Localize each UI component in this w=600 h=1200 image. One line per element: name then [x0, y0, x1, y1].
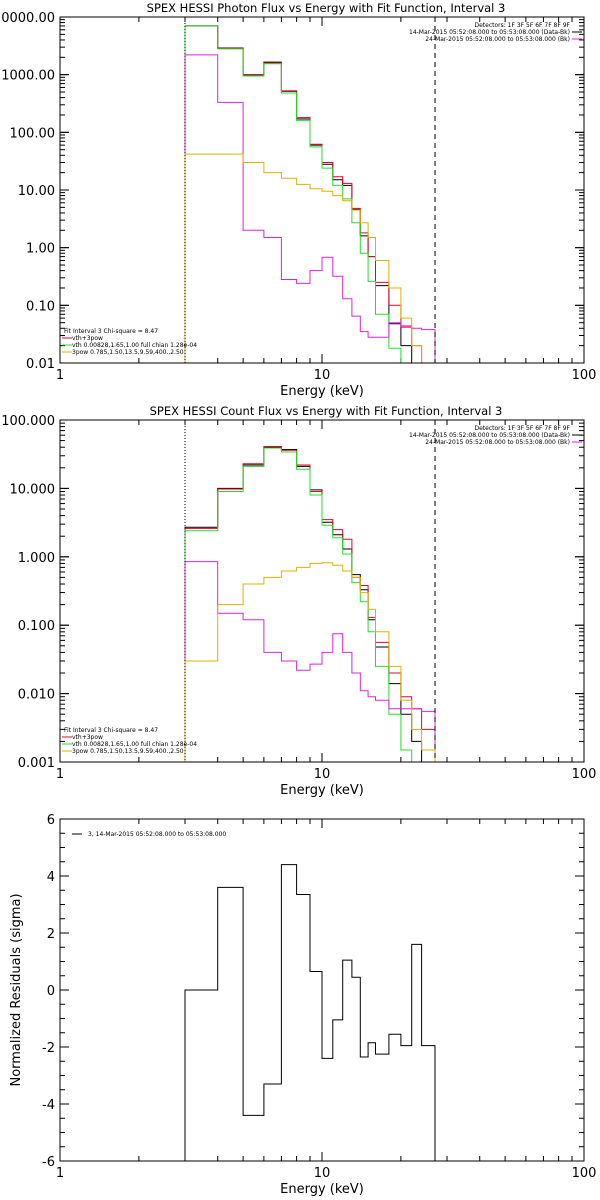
- x-tick-label: 1: [56, 368, 64, 383]
- residuals-panel: 1 10 100 Energy (keV) -6 -4 -2 0 2 4 6 Normalized R…: [9, 813, 596, 1197]
- series-green-line: [184, 447, 435, 763]
- y-tick-label: -2: [42, 1041, 55, 1056]
- y-tick-label: 0: [47, 984, 55, 999]
- legend-right-text: 14-Mar-2015 05:52:08.000 to 05:53:08.000…: [409, 432, 570, 439]
- y-tick-label: 1.000: [18, 551, 55, 566]
- x-tick-label: 10: [314, 368, 331, 383]
- series-yellow-line: [184, 153, 435, 364]
- x-tick-label: 1: [56, 1166, 64, 1181]
- x-tick-label: 10: [314, 767, 331, 782]
- series-magenta-line: [184, 561, 436, 762]
- y-tick-label: -4: [42, 1098, 55, 1113]
- x-tick-label: 100: [572, 368, 597, 383]
- x-axis-label: Energy (keV): [280, 783, 364, 798]
- photon-flux-panel: SPEX HESSI Photon Flux vs Energy with Fi…: [1, 1, 596, 399]
- y-tick-label: 10.000: [10, 482, 56, 497]
- legend-right-text: 24-Mar-2015 05:52:08.000 to 05:53:08.000…: [425, 36, 570, 43]
- legend-left-text: vth+3pow: [72, 335, 103, 342]
- x-tick-label: 10: [314, 1166, 331, 1181]
- y-tick-label: 0.100: [18, 619, 55, 634]
- plot-frame: [59, 419, 585, 763]
- y-tick-label: 2: [47, 927, 55, 942]
- series-yellow-line: [184, 562, 436, 762]
- legend-left-text: Fit Interval 3 Chi-square = 8.47: [64, 328, 158, 335]
- x-tick-label: 100: [572, 767, 597, 782]
- legend-left-text: 3, 14-Mar-2015 05:52:08.000 to 05:53:08.…: [88, 831, 226, 838]
- y-tick-label: 0.10: [26, 299, 55, 314]
- plot-frame: [59, 16, 585, 364]
- series-black-line: [184, 25, 435, 364]
- chart-title: SPEX HESSI Count Flux vs Energy with Fit…: [150, 404, 503, 418]
- x-tick-label: 1: [56, 767, 64, 782]
- y-axis-label: Normalized Residuals (sigma): [9, 893, 24, 1086]
- y-tick-label: 4: [47, 870, 55, 885]
- x-axis-label: Energy (keV): [280, 384, 364, 399]
- y-tick-label: 0.010: [18, 688, 55, 703]
- y-tick-label: 1.00: [26, 242, 55, 257]
- y-tick-label: 100.000: [1, 414, 55, 429]
- y-tick-label: 0000.00: [1, 11, 55, 26]
- legend-right-text: Detectors: 1F 3F 5F 6F 7F 8F 9F: [474, 22, 570, 29]
- x-axis-label: Energy (keV): [280, 1182, 364, 1197]
- y-tick-label: 6: [47, 813, 55, 828]
- y-tick-label: -6: [42, 1155, 55, 1170]
- legend-right-text: 24-Mar-2015 05:52:08.000 to 05:53:08.000…: [425, 439, 570, 446]
- legend-right-text: 14-Mar-2015 05:52:08.000 to 05:53:08.000…: [409, 29, 570, 36]
- y-tick-label: 1000.00: [1, 69, 55, 84]
- plot-frame: [59, 818, 585, 1162]
- legend-right-text: Detectors: 1F 3F 5F 6F 7F 8F 9F: [474, 425, 570, 432]
- legend-left-text: Fit Interval 3 Chi-square = 8.47: [64, 727, 158, 734]
- y-tick-label: 0.001: [18, 756, 55, 771]
- series-green-line: [184, 25, 435, 364]
- y-tick-label: 100.00: [10, 126, 56, 141]
- series-black-line: [184, 864, 436, 1161]
- legend-left-text: 3pow 0.785,1.50,13.5,9.59,400.,2.50: [72, 748, 184, 755]
- chart-title: SPEX HESSI Photon Flux vs Energy with Fi…: [147, 1, 506, 15]
- count-flux-panel: SPEX HESSI Count Flux vs Energy with Fit…: [1, 404, 596, 798]
- legend-left-text: vth 0.00828,1.65,1.00 full chian 1.28e-0…: [72, 342, 197, 349]
- y-tick-label: 0.01: [26, 357, 55, 372]
- legend-left-text: vth 0.00828,1.65,1.00 full chian 1.28e-0…: [72, 741, 197, 748]
- series-red-line: [184, 25, 435, 364]
- legend-left-text: 3pow 0.785,1.50,13.5,9.59,400.,2.50: [72, 349, 184, 356]
- y-tick-label: 10.00: [18, 184, 55, 199]
- legend-left-text: vth+3pow: [72, 734, 103, 741]
- series-magenta-line: [184, 54, 436, 363]
- x-tick-label: 100: [572, 1166, 597, 1181]
